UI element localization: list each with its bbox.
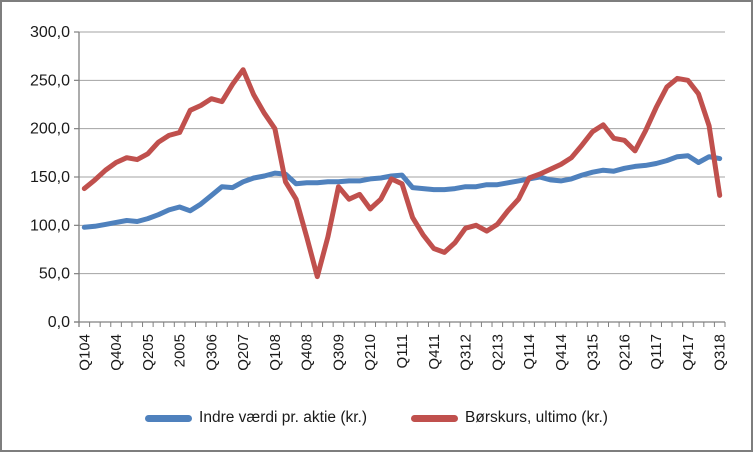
legend-label-boerskurs: Børskurs, ultimo (kr.) (465, 409, 608, 426)
x-axis-label: Q306 (203, 334, 220, 371)
x-axis-label: Q411 (426, 334, 443, 370)
x-axis-label: Q104 (76, 334, 93, 371)
x-axis-label: Q117 (648, 334, 665, 370)
series-line-boerskurs (81, 67, 723, 280)
y-axis-label: 0,0 (48, 314, 70, 331)
x-axis-label: Q417 (680, 334, 697, 371)
x-axis-label: Q315 (585, 334, 602, 371)
x-axis-label: Q318 (712, 334, 729, 371)
x-axis-label: 2005 (172, 334, 189, 367)
y-axis-label: 300,0 (30, 24, 70, 41)
x-axis-label: Q111 (394, 334, 411, 368)
x-axis-label: Q210 (362, 334, 379, 371)
series-line-indre-vaerdi (81, 153, 723, 230)
y-axis-label: 150,0 (30, 169, 70, 186)
y-axis-label: 50,0 (39, 266, 70, 283)
y-axis-label: 100,0 (30, 217, 70, 234)
legend-item-indre-vaerdi: Indre værdi pr. aktie (kr.) (145, 409, 367, 427)
legend: Indre værdi pr. aktie (kr.) Børskurs, ul… (2, 403, 751, 433)
legend-item-boerskurs: Børskurs, ultimo (kr.) (411, 409, 608, 427)
x-axis-label: Q205 (140, 334, 157, 371)
x-axis-label: Q207 (235, 334, 252, 371)
x-axis-label: Q108 (267, 334, 284, 371)
legend-swatch-indre-vaerdi (145, 414, 193, 422)
x-axis-label: Q408 (299, 334, 316, 371)
x-axis-label: Q414 (553, 334, 570, 371)
x-axis-label: Q216 (616, 334, 633, 371)
x-axis-label: Q114 (521, 334, 538, 370)
x-axis-label: Q312 (458, 334, 475, 371)
legend-swatch-boerskurs (411, 414, 459, 422)
y-axis-label: 200,0 (30, 121, 70, 138)
x-axis-label: Q404 (108, 334, 125, 371)
x-axis-label: Q213 (489, 334, 506, 371)
legend-label-indre-vaerdi: Indre værdi pr. aktie (kr.) (199, 409, 368, 426)
x-axis-label: Q309 (330, 334, 347, 371)
y-axis-label: 250,0 (30, 72, 70, 89)
